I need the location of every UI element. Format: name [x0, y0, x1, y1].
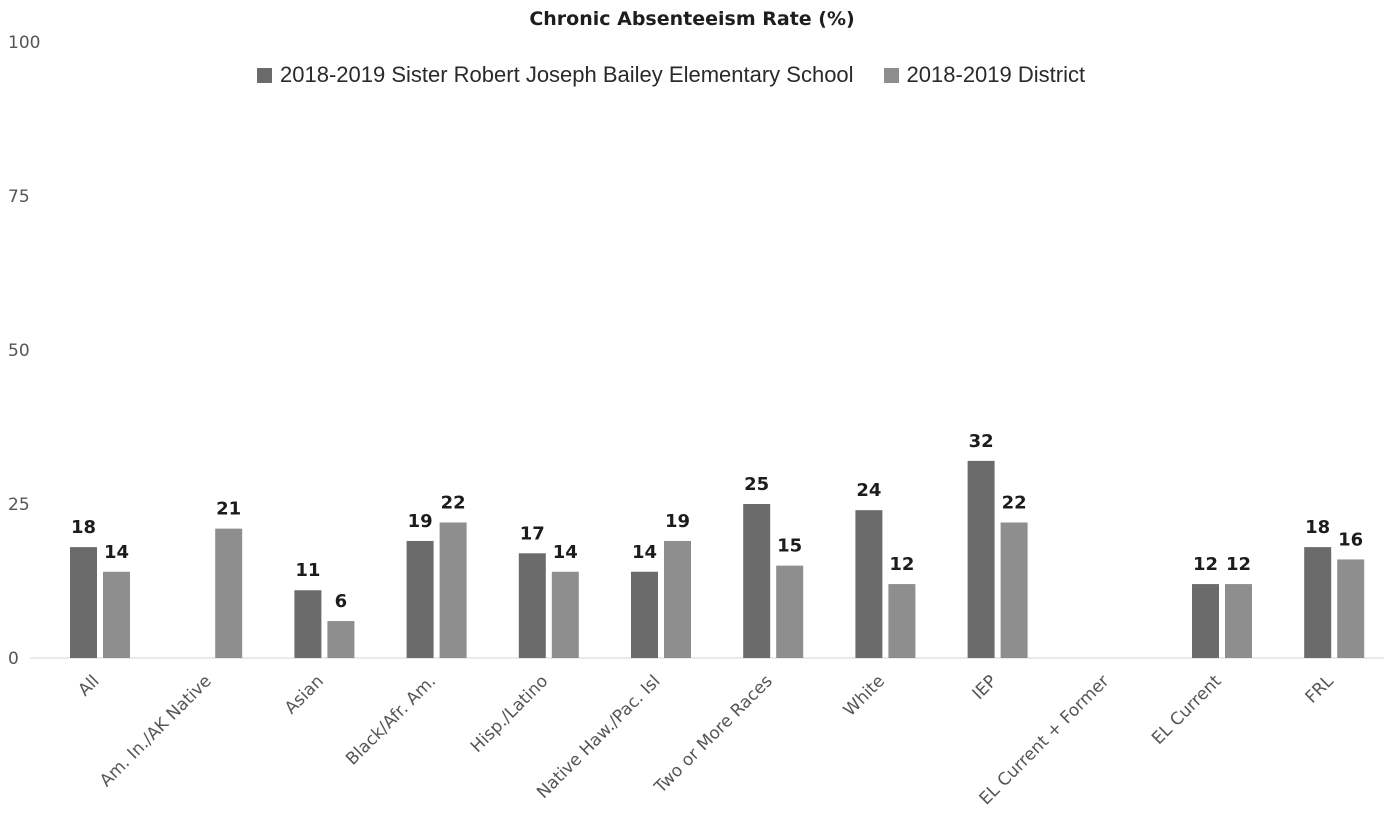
bar-district	[1000, 522, 1028, 658]
legend: 2018-2019 Sister Robert Joseph Bailey El…	[257, 62, 1115, 88]
x-tick-label: FRL	[1302, 671, 1338, 707]
legend-item-school: 2018-2019 Sister Robert Joseph Bailey El…	[257, 62, 854, 88]
bar-school	[743, 504, 771, 658]
bar-school	[518, 553, 546, 658]
x-tick-label: Native Haw./Pac. Isl	[533, 671, 664, 802]
x-tick-label: EL Current	[1148, 671, 1226, 749]
data-label: 18	[1305, 517, 1330, 538]
data-label: 22	[441, 492, 466, 513]
chart-title: Chronic Absenteeism Rate (%)	[529, 8, 855, 30]
bar-district	[664, 540, 691, 658]
y-tick-label: 100	[8, 33, 40, 53]
data-label: 21	[216, 499, 241, 520]
data-label: 11	[295, 560, 320, 581]
data-label: 25	[744, 474, 769, 495]
data-label: 14	[104, 542, 129, 563]
data-label: 18	[71, 517, 96, 538]
bar-school	[70, 547, 97, 658]
x-tick-label: Hisp./Latino	[467, 671, 552, 756]
x-tick-label: EL Current + Former	[976, 671, 1114, 809]
bar-district	[103, 571, 130, 658]
data-label: 14	[553, 542, 578, 563]
data-label: 16	[1338, 529, 1363, 550]
bar-school	[406, 540, 434, 658]
bar-school	[855, 510, 883, 658]
y-tick-label: 50	[8, 341, 30, 361]
data-label: 14	[632, 542, 657, 563]
y-tick-label: 75	[8, 187, 30, 207]
bar-district	[439, 522, 467, 658]
x-tick-label: White	[840, 671, 889, 720]
x-tick-label: Black/Afr. Am.	[342, 671, 440, 769]
x-tick-label: IEP	[969, 671, 1002, 704]
y-tick-label: 0	[8, 649, 19, 669]
bar-district	[888, 584, 916, 658]
data-label: 22	[1002, 492, 1027, 513]
bar-school	[1192, 584, 1219, 658]
data-label: 15	[777, 536, 802, 557]
legend-label-school: 2018-2019 Sister Robert Joseph Bailey El…	[280, 62, 854, 87]
y-tick-label: 25	[8, 495, 30, 515]
bar-school	[1304, 547, 1332, 658]
data-label: 17	[520, 523, 545, 544]
bar-school	[967, 460, 995, 658]
data-label: 24	[856, 480, 881, 501]
x-tick-label: Asian	[281, 671, 328, 718]
data-label: 19	[665, 511, 690, 532]
data-label: 19	[408, 511, 433, 532]
bar-district	[776, 565, 804, 658]
x-tick-label: All	[74, 671, 103, 700]
bar-district	[327, 621, 355, 658]
legend-label-district: 2018-2019 District	[906, 62, 1086, 87]
data-label: 12	[889, 554, 914, 575]
data-label: 6	[335, 591, 348, 612]
legend-swatch-district	[883, 67, 899, 83]
legend-swatch-school	[257, 67, 272, 83]
legend-item-district: 2018-2019 District	[883, 62, 1086, 88]
data-label: 12	[1193, 554, 1218, 575]
bar-district	[215, 528, 243, 658]
data-label: 32	[969, 431, 994, 452]
data-label: 12	[1226, 554, 1251, 575]
x-tick-label: Am. In./AK Native	[96, 671, 216, 791]
bar-district	[1225, 584, 1252, 658]
bar-school	[294, 590, 322, 658]
bar-school	[631, 571, 658, 658]
x-tick-label: Two or More Races	[650, 671, 777, 798]
bar-district	[1337, 559, 1365, 658]
bar-district	[551, 571, 579, 658]
